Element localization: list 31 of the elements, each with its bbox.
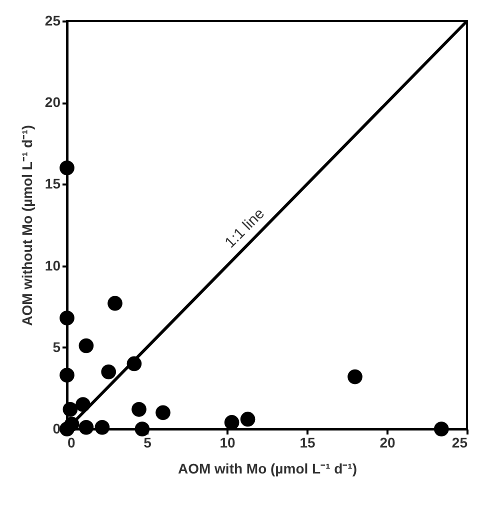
x-tick-label: 5: [144, 434, 152, 450]
point: [348, 369, 362, 384]
point: [134, 422, 150, 436]
x-axis-title: AOM with Mo (µmol L⁻¹ d⁻¹): [178, 460, 358, 476]
point: [94, 420, 110, 435]
point: [101, 364, 116, 380]
y-tick-label: 20: [44, 94, 61, 110]
x-tick-label: 10: [220, 434, 236, 450]
point: [132, 402, 146, 417]
point: [60, 160, 74, 176]
x-tick-label: 20: [380, 434, 396, 450]
y-tick-label: 15: [44, 176, 61, 192]
point: [224, 415, 240, 430]
point: [78, 338, 94, 354]
annotation: 1:1 line: [222, 205, 268, 252]
y-tick-label: 0: [52, 420, 61, 436]
point: [108, 296, 122, 311]
point: [240, 412, 256, 427]
point: [60, 368, 74, 383]
x-tick-label: 15: [300, 434, 316, 450]
y-axis-title: AOM without Mo (µmol L⁻¹ d⁻¹): [18, 125, 35, 326]
point: [434, 422, 449, 436]
x-tick-label: 25: [452, 434, 468, 450]
y-tick-label: 25: [44, 12, 61, 28]
y-tick-label: 5: [52, 338, 61, 355]
point: [62, 402, 78, 417]
point: [60, 310, 74, 326]
point: [78, 420, 94, 435]
point: [156, 405, 170, 420]
x-tick-label: 0: [68, 434, 76, 450]
y-tick-label: 10: [44, 257, 61, 274]
